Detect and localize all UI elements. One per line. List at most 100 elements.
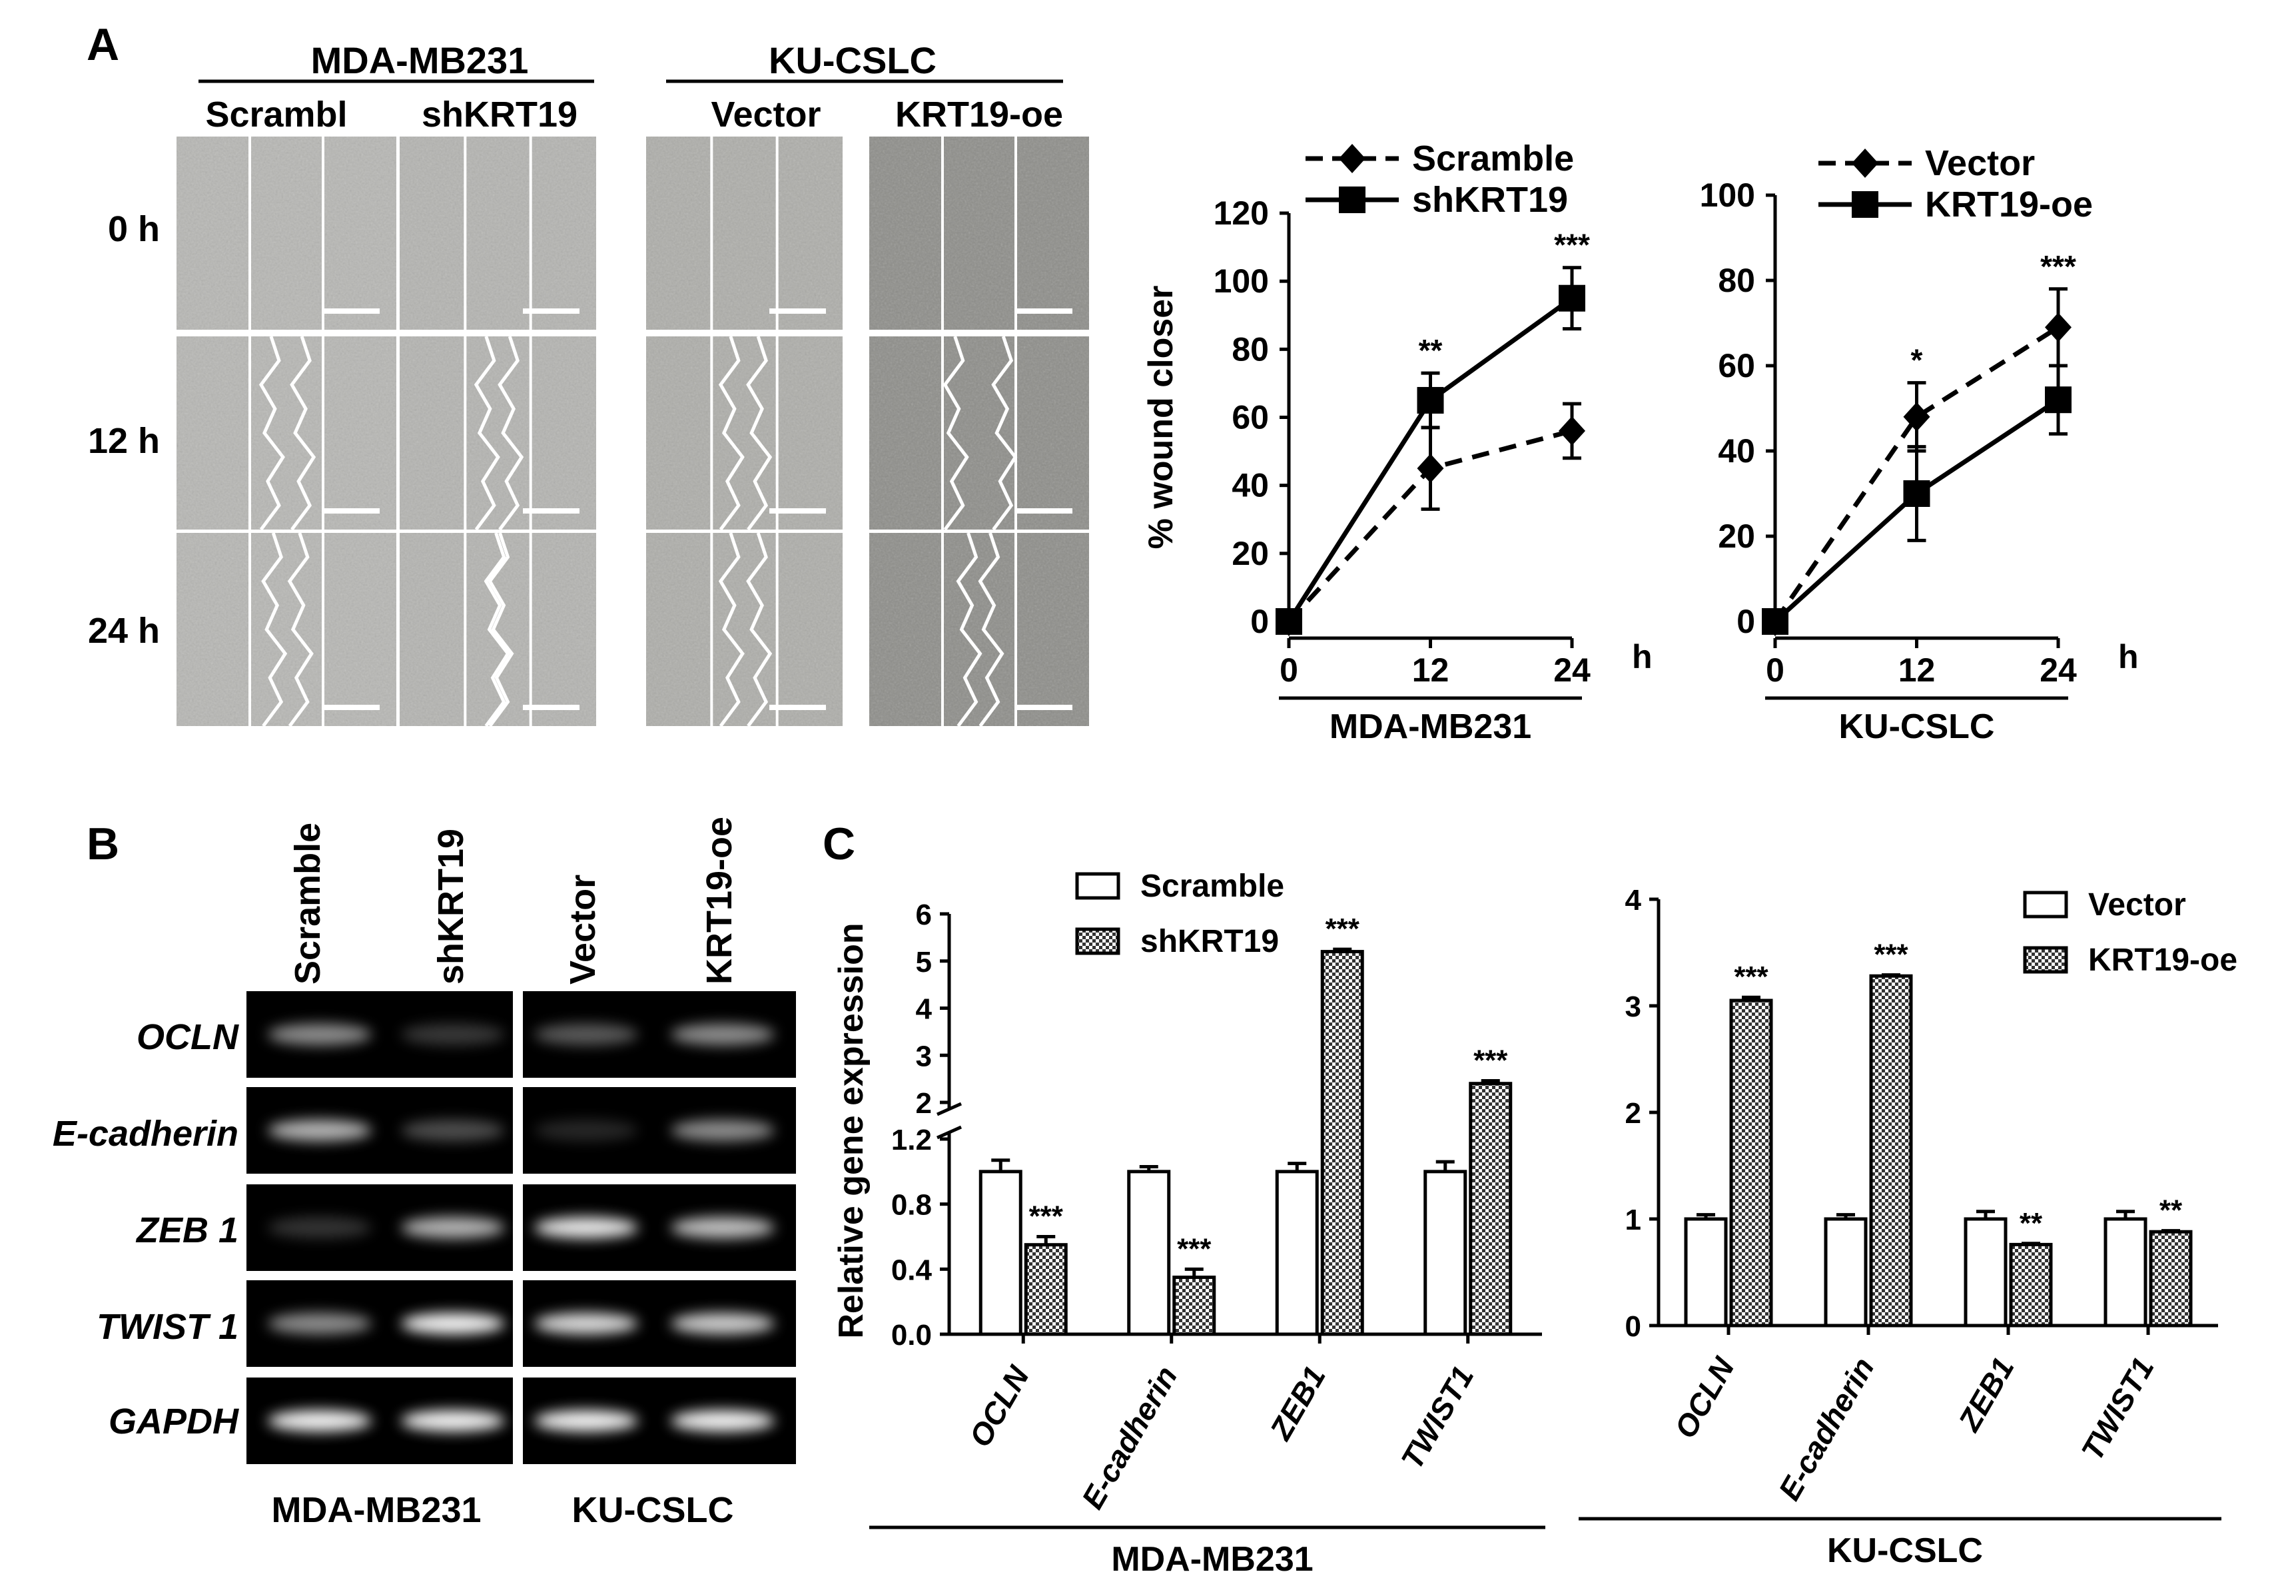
axis-break-mark xyxy=(936,1102,962,1116)
significance-label: *** xyxy=(1029,1200,1064,1233)
gene-label: E-cadherin xyxy=(53,1114,238,1154)
bar xyxy=(1423,1170,1467,1336)
wound-edge xyxy=(991,336,1018,531)
micrograph-texture xyxy=(177,533,396,726)
condition-label: Vector xyxy=(711,95,821,135)
gel-group-label: MDA-MB231 xyxy=(271,1490,481,1530)
gel-band xyxy=(671,1024,775,1045)
significance-label: ** xyxy=(2159,1194,2183,1227)
bar xyxy=(1469,1082,1513,1336)
gel-group-label: KU-CSLC xyxy=(572,1490,734,1530)
wound-edge xyxy=(261,532,288,727)
gel-band xyxy=(534,1410,638,1431)
data-point xyxy=(1762,608,1788,635)
gel-band xyxy=(401,1120,505,1141)
bar-chart: 0.0 0.4 0.8 1.2 2 3 4 5 6 Relative gene expressio… xyxy=(832,869,1545,1579)
condition-label: shKRT19 xyxy=(422,95,577,135)
bar xyxy=(978,1170,1022,1336)
y-tick-label: 2 xyxy=(1625,1097,1641,1130)
timepoint-label: 12 h xyxy=(88,421,160,461)
bar xyxy=(2009,1242,2053,1328)
legend-label: KRT19-oe xyxy=(2088,943,2237,978)
legend-label: Scramble xyxy=(1140,869,1284,904)
significance-label: ** xyxy=(1419,333,1443,368)
y-tick-label: 60 xyxy=(1232,399,1269,436)
y-tick-label: 4 xyxy=(916,993,933,1026)
significance-label: *** xyxy=(1734,961,1768,993)
wound-edge xyxy=(287,532,314,727)
y-tick-label: 0 xyxy=(1736,603,1755,640)
bar xyxy=(1275,1170,1319,1336)
micrograph-texture xyxy=(400,137,596,330)
x-unit-label: h xyxy=(1632,638,1653,675)
panel-c: C xyxy=(823,819,855,869)
gel-grid xyxy=(246,991,796,1464)
y-tick-label: 0 xyxy=(1625,1310,1641,1343)
lane-label: shKRT19 xyxy=(431,829,471,985)
significance-label: *** xyxy=(1326,913,1360,945)
y-tick-label: 100 xyxy=(1700,177,1755,214)
x-tick-label: 24 xyxy=(1553,651,1591,689)
bar xyxy=(2104,1217,2147,1328)
gel-band xyxy=(268,1024,372,1045)
x-tick-label: TWIST1 xyxy=(1394,1360,1480,1475)
x-tick-label: 12 xyxy=(1898,651,1936,689)
bar xyxy=(1320,950,1364,1336)
gel-band xyxy=(534,1120,638,1141)
y-tick-label: 120 xyxy=(1214,195,1269,232)
legend-label: KRT19-oe xyxy=(1925,185,2093,224)
y-tick-label: 4 xyxy=(1625,884,1642,917)
significance-label: ** xyxy=(2020,1207,2043,1240)
y-tick-label: 5 xyxy=(916,946,932,979)
wound-edge xyxy=(474,336,500,531)
bar xyxy=(1729,998,1773,1328)
timepoint-label: 24 h xyxy=(88,611,160,651)
legend-label: Vector xyxy=(1925,143,2035,183)
y-tick-label: 80 xyxy=(1232,330,1269,368)
data-point xyxy=(1417,386,1444,414)
legend-marker xyxy=(1852,149,1878,178)
x-axis-label: MDA-MB231 xyxy=(1330,707,1531,746)
gel-band xyxy=(534,1217,638,1238)
significance-label: *** xyxy=(1473,1044,1508,1076)
lane-label: Scramble xyxy=(288,823,328,985)
data-point xyxy=(1417,454,1444,484)
gene-label: GAPDH xyxy=(109,1401,239,1441)
panel-b-letter: B xyxy=(87,819,119,869)
micrograph-texture xyxy=(400,336,596,530)
condition-label: KRT19-oe xyxy=(895,95,1063,135)
axis-break-mark xyxy=(936,1125,962,1140)
micrograph-texture xyxy=(646,533,843,726)
micrograph-texture xyxy=(869,137,1089,330)
gel-band xyxy=(268,1120,372,1141)
wound-edge xyxy=(718,532,745,727)
bar xyxy=(1024,1243,1068,1336)
bar-chart: 0 1 2 3 4 *** OCLN *** E-cadherin ** ZEB1 ** TWIST1 K… xyxy=(1579,884,2237,1570)
bar xyxy=(1127,1170,1171,1336)
wound-edge xyxy=(943,336,969,531)
y-tick-label: 0.4 xyxy=(891,1254,933,1286)
timepoint-label: 0 h xyxy=(108,209,160,249)
y-tick-label: 80 xyxy=(1718,262,1755,299)
legend-label: shKRT19 xyxy=(1140,924,1279,959)
wound-edge xyxy=(290,336,316,531)
x-tick-label: 0 xyxy=(1766,651,1784,689)
x-tick-label: OCLN xyxy=(962,1360,1036,1453)
gel-band xyxy=(671,1313,775,1334)
lane-label: KRT19-oe xyxy=(699,817,739,985)
y-tick-label: 0 xyxy=(1250,603,1269,640)
micrograph-texture xyxy=(177,137,396,330)
legend-swatch xyxy=(2023,891,2068,919)
data-point xyxy=(2045,386,2072,414)
x-axis-label: MDA-MB231 xyxy=(1111,1540,1313,1579)
bar xyxy=(1684,1217,1728,1328)
panel-a-letter: A xyxy=(87,19,119,70)
micrograph-texture xyxy=(646,336,843,530)
significance-label: * xyxy=(1911,343,1923,378)
x-tick-label: OCLN xyxy=(1667,1351,1741,1444)
significance-label: *** xyxy=(1554,228,1590,262)
panel-a: A MDA-MB231 KU-CSLC Scrambl shKRT19 Vect… xyxy=(87,19,1089,727)
x-tick-label: E-cadherin xyxy=(1075,1360,1184,1515)
